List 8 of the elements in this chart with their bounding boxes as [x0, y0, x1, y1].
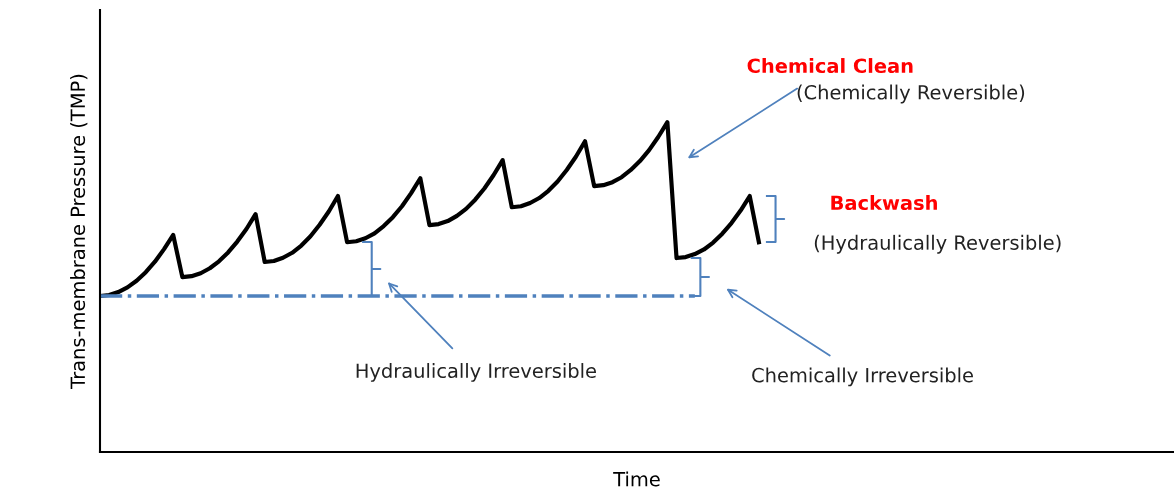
y-axis-title: Trans-membrane Pressure (TMP) — [70, 74, 88, 389]
x-axis-title: Time — [613, 471, 660, 487]
text: Backwash — [831, 195, 937, 211]
annotation: Chemically Irreversible — [752, 367, 973, 387]
text: (Hydraulically Reversible) — [814, 234, 1061, 254]
text: Chemical Clean — [747, 58, 913, 74]
text: (Chemically Reversible) — [797, 84, 1025, 104]
annotation: Hydraulically Irreversible — [356, 363, 596, 382]
